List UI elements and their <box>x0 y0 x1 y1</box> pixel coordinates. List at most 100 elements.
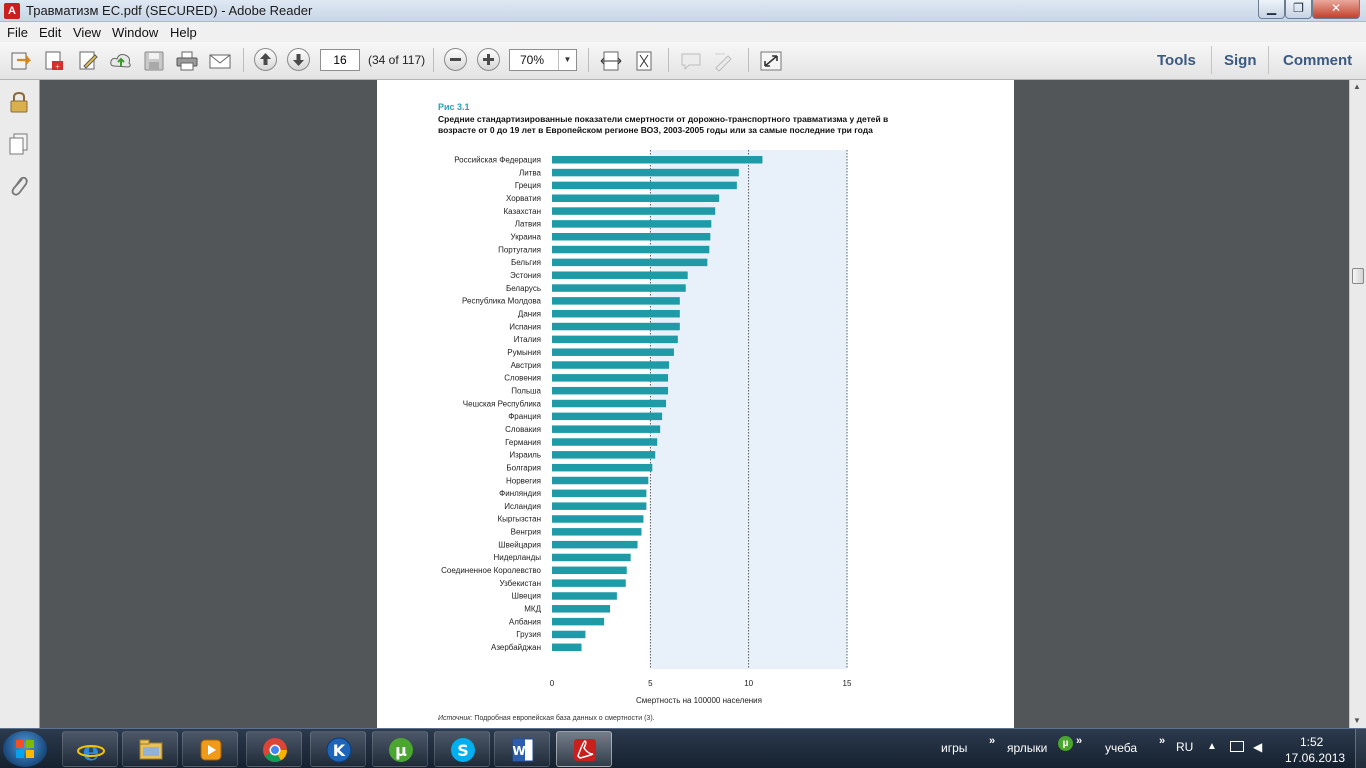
edit-document-icon[interactable] <box>76 50 100 72</box>
comment-bubble-icon <box>679 50 703 72</box>
chevron-right-icon[interactable]: » <box>1159 735 1166 747</box>
category-label: Германия <box>505 438 541 447</box>
clock-date[interactable]: 17.06.2013 <box>1285 751 1346 765</box>
chart-bar <box>552 156 763 164</box>
chart-bar <box>552 207 716 215</box>
maximize-button[interactable]: ❐ <box>1285 0 1312 19</box>
full-screen-icon[interactable] <box>759 50 783 72</box>
start-button[interactable] <box>3 731 47 767</box>
svg-text:e: e <box>83 737 100 764</box>
show-desktop-button[interactable] <box>1355 729 1366 768</box>
lock-icon[interactable] <box>7 90 31 114</box>
chart-bar <box>552 232 711 241</box>
chart-bar <box>552 425 661 433</box>
email-icon[interactable] <box>208 50 232 72</box>
chevron-right-icon[interactable]: » <box>1076 735 1083 747</box>
toolbar-separator <box>1268 46 1269 74</box>
scroll-down-icon[interactable]: ▼ <box>1353 716 1361 725</box>
tray-folder-games[interactable]: игры <box>941 741 968 755</box>
taskbar-chrome[interactable] <box>246 731 302 767</box>
taskbar-adobe-reader[interactable] <box>556 731 612 767</box>
tray-folder-study[interactable]: учеба <box>1105 741 1138 755</box>
chart-bar <box>552 271 688 279</box>
fit-page-icon[interactable] <box>632 50 656 72</box>
save-icon[interactable] <box>142 50 166 72</box>
category-label: Беларусь <box>506 284 541 293</box>
window-title: Травматизм ЕС.pdf (SECURED) - Adobe Read… <box>26 3 313 18</box>
category-label: Италия <box>514 335 541 344</box>
comment-link[interactable]: Comment <box>1283 52 1353 69</box>
x-axis-label: Смертность на 100000 населения <box>636 696 762 705</box>
category-label: Болгария <box>506 463 541 472</box>
category-label: Исландия <box>504 502 541 511</box>
chart-bar <box>552 386 669 395</box>
zoom-in-button[interactable] <box>477 48 500 71</box>
taskbar: e K µ S W игры » ярлыки µ » учеба » RU ▲… <box>0 728 1366 768</box>
category-label: Дания <box>518 309 541 318</box>
source-label: Источник: <box>438 715 473 722</box>
next-page-button[interactable] <box>287 48 310 71</box>
upload-cloud-icon[interactable] <box>109 50 133 72</box>
taskbar-media-player[interactable] <box>182 731 238 767</box>
chart-bar <box>552 605 611 613</box>
open-file-icon[interactable] <box>9 50 33 72</box>
show-hidden-icons-icon[interactable]: ▲ <box>1207 741 1217 752</box>
category-label: Венгрия <box>511 528 541 537</box>
taskbar-internet-explorer[interactable]: e <box>62 731 118 767</box>
sign-link[interactable]: Sign <box>1224 52 1257 69</box>
page-number-input[interactable]: 16 <box>320 49 360 71</box>
pages-thumbnail-icon[interactable] <box>7 132 31 156</box>
zoom-out-button[interactable] <box>444 48 467 71</box>
tray-folder-shortcuts[interactable]: ярлыки <box>1007 741 1048 755</box>
taskbar-file-explorer[interactable] <box>122 731 178 767</box>
menu-edit[interactable]: Edit <box>39 25 62 40</box>
toolbar-separator <box>588 48 589 72</box>
chevron-down-icon[interactable]: ▼ <box>558 50 576 70</box>
category-label: Румыния <box>507 348 541 357</box>
zoom-select[interactable]: 70% ▼ <box>509 49 577 71</box>
chevron-right-icon[interactable]: » <box>989 735 996 747</box>
menu-file[interactable]: File <box>7 25 28 40</box>
figure-label: Рис 3.1 <box>438 102 470 112</box>
fit-width-icon[interactable] <box>599 50 623 72</box>
category-label: Франция <box>508 412 541 421</box>
taskbar-word[interactable]: W <box>494 731 550 767</box>
attachments-paperclip-icon[interactable] <box>7 174 31 198</box>
category-label: Финляндия <box>499 489 541 498</box>
chart-bar <box>552 194 720 202</box>
language-indicator[interactable]: RU <box>1176 740 1194 754</box>
svg-text:µ: µ <box>395 741 407 760</box>
print-icon[interactable] <box>175 50 199 72</box>
create-pdf-icon[interactable]: + <box>42 50 66 72</box>
volume-icon[interactable]: ◀ <box>1253 740 1263 754</box>
utorrent-tray-icon[interactable]: µ <box>1058 736 1073 751</box>
chart-bar <box>552 451 656 459</box>
category-label: Словения <box>504 374 541 383</box>
category-label: Литва <box>519 168 542 177</box>
minimize-button[interactable]: ▁ <box>1258 0 1285 19</box>
scroll-up-icon[interactable]: ▲ <box>1353 82 1361 91</box>
category-label: Бельгия <box>511 258 541 267</box>
chart-bar <box>552 309 680 318</box>
vertical-scrollbar[interactable]: ▲ ▼ <box>1349 80 1366 728</box>
x-tick-label: 0 <box>550 679 555 688</box>
figure-source: Источник: Подробная европейская база дан… <box>438 715 655 722</box>
title-bar: A Травматизм ЕС.pdf (SECURED) - Adobe Re… <box>0 0 1366 22</box>
menu-view[interactable]: View <box>73 25 101 40</box>
x-tick-label: 10 <box>744 679 753 688</box>
scrollbar-thumb[interactable] <box>1352 268 1364 284</box>
taskbar-utorrent[interactable]: µ <box>372 731 428 767</box>
menu-window[interactable]: Window <box>112 25 159 40</box>
taskbar-skype[interactable]: S <box>434 731 490 767</box>
close-button[interactable]: ✕ <box>1312 0 1360 19</box>
network-icon[interactable] <box>1230 741 1244 752</box>
toolbar-separator <box>748 48 749 72</box>
clock-time[interactable]: 1:52 <box>1300 735 1324 749</box>
chart-bar <box>552 348 674 356</box>
tools-link[interactable]: Tools <box>1157 52 1196 69</box>
category-label: Латвия <box>515 220 541 229</box>
previous-page-button[interactable] <box>254 48 277 71</box>
page-count: (34 of 117) <box>368 53 426 67</box>
menu-help[interactable]: Help <box>170 25 197 40</box>
taskbar-k-app[interactable]: K <box>310 731 366 767</box>
